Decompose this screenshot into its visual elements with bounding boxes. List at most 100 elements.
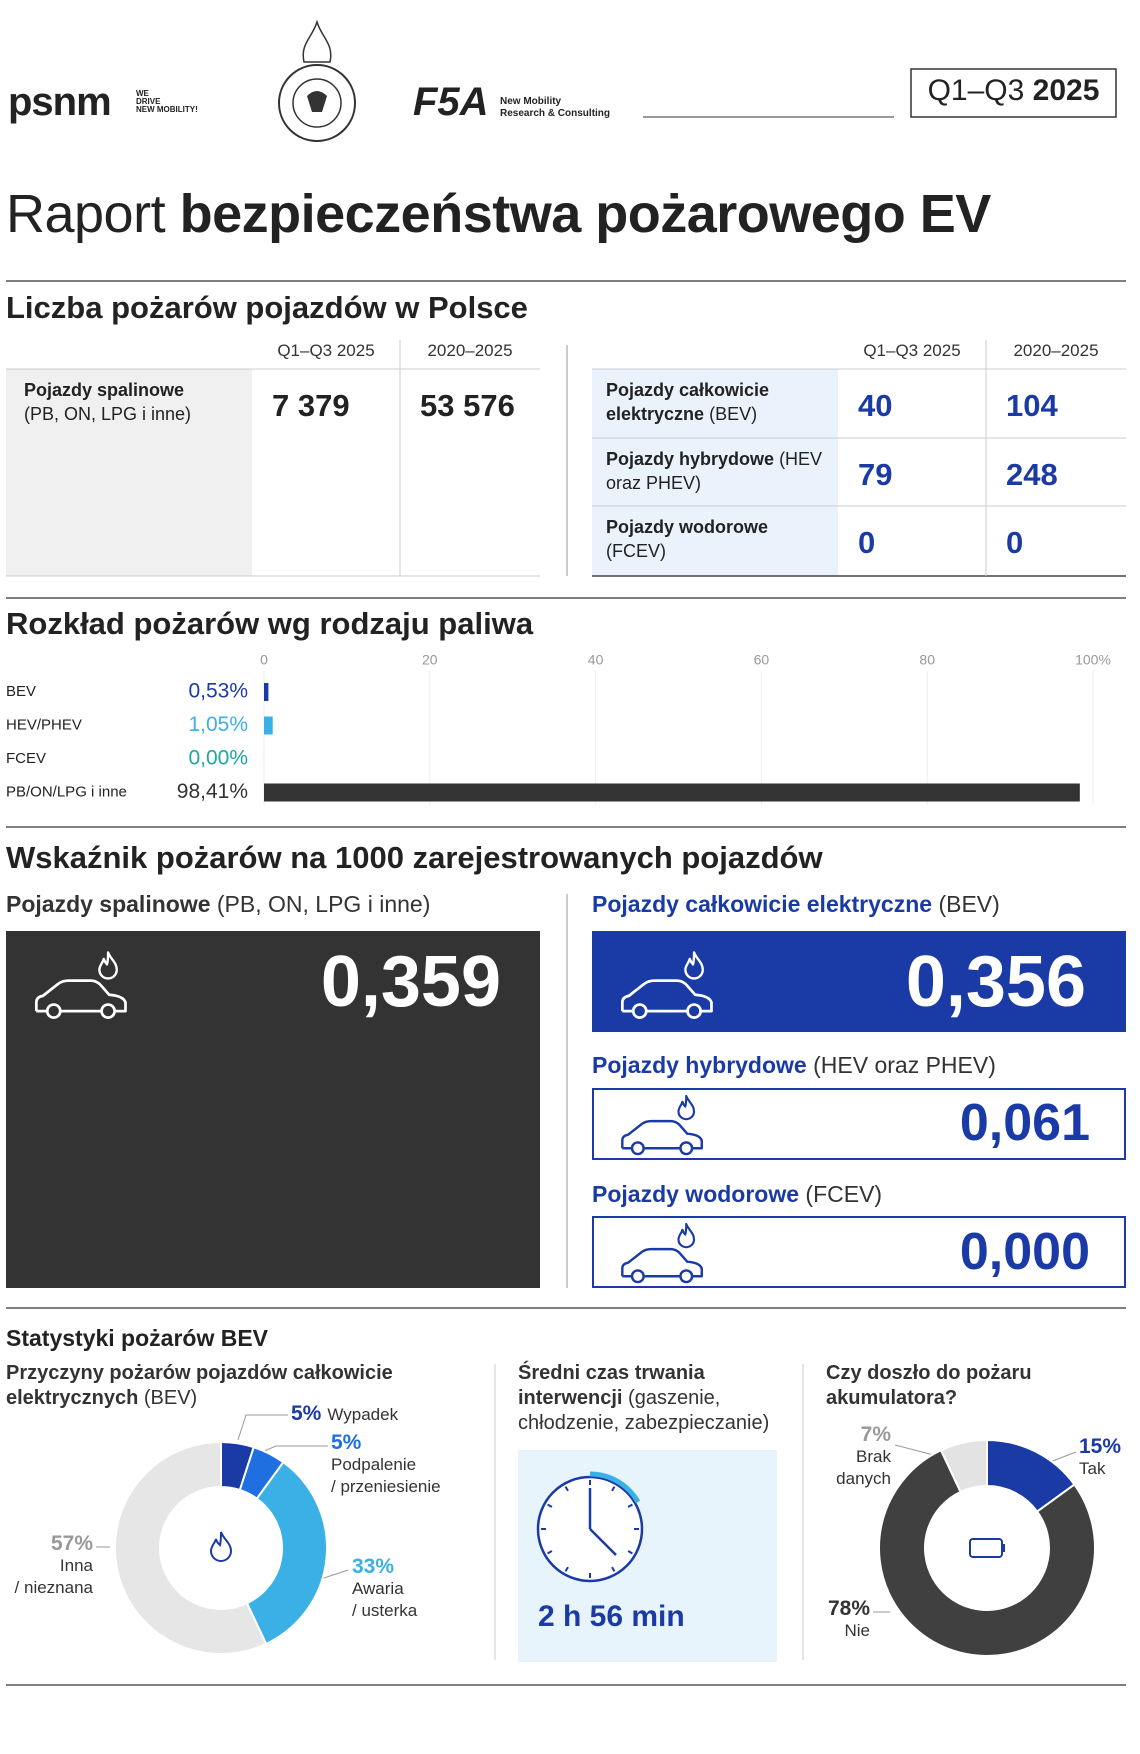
donut-segment — [939, 1438, 988, 1494]
leader — [261, 1445, 328, 1453]
clock-tick — [547, 1503, 553, 1508]
period-range: Q1–Q3 — [927, 74, 1025, 107]
bar — [264, 716, 273, 735]
clock-tick — [564, 1566, 569, 1572]
bar — [264, 683, 269, 701]
rate-label: Pojazdy całkowicie elektryczne (BEV) — [592, 891, 1000, 918]
table-label-bg — [592, 369, 838, 576]
donut-title: Przyczyny pożarów pojazdów całkowicie el… — [6, 1362, 393, 1409]
row-label: Pojazdy spalinowe (PB, ON, LPG i inne) — [24, 378, 244, 426]
table-label-bg — [6, 369, 252, 576]
emblem — [278, 64, 356, 142]
column-header: Q1–Q3 2025 — [277, 341, 375, 360]
rate-label: Pojazdy wodorowe (FCEV) — [592, 1181, 882, 1208]
row-label: Pojazdy całkowicie elektryczne (BEV) — [606, 378, 826, 426]
rate-detail: (FCEV) — [805, 1181, 883, 1207]
section-heading: Wskaźnik pożarów na 1000 zarejestrowanyc… — [6, 840, 823, 875]
clock-tick — [611, 1566, 616, 1572]
emblem — [292, 78, 342, 128]
clock-hand — [589, 1528, 617, 1556]
rate-name: Pojazdy wodorowe — [592, 1181, 800, 1207]
donut-category: Awaria / usterka — [352, 1579, 418, 1620]
donut-category: Nie — [844, 1621, 870, 1640]
donut-category: Tak — [1079, 1459, 1106, 1478]
clock-tick — [564, 1486, 569, 1492]
flame-icon — [209, 1531, 233, 1562]
donut-label: 7% Brak danych — [836, 1424, 891, 1490]
value-label: 98,41% — [177, 780, 248, 803]
rate-name: Pojazdy całkowicie elektryczne — [592, 891, 933, 917]
rate-box — [592, 1088, 1126, 1160]
donut-value-label: 57% — [50, 1532, 93, 1555]
cell: 0 — [858, 525, 876, 560]
row-label: Pojazdy hybrydowe (HEV oraz PHEV) — [606, 447, 826, 495]
rate-detail: (PB, ON, LPG i inne) — [216, 891, 431, 917]
rate-value: 0,359 — [320, 942, 501, 1022]
category-label: PB/ON/LPG i inne — [6, 783, 127, 800]
battery-icon — [969, 1538, 1003, 1558]
rate-value: 0,061 — [959, 1094, 1090, 1152]
column-header: 2020–2025 — [1013, 341, 1099, 360]
category-label: FCEV — [6, 750, 46, 767]
donut-value-label: 15% — [1079, 1435, 1122, 1458]
period: Q1–Q3 2025 — [911, 74, 1116, 108]
rate-value: 0,356 — [905, 942, 1086, 1022]
column-header: Q1–Q3 2025 — [863, 341, 961, 360]
section-heading: Liczba pożarów pojazdów w Polsce — [6, 290, 528, 325]
value-label: 0,00% — [188, 747, 248, 770]
clock-tick — [627, 1550, 633, 1555]
x-tick-label: 100% — [1075, 652, 1111, 668]
donut-value-label: 5% — [331, 1431, 362, 1454]
cell: 79 — [858, 457, 893, 492]
donut-label: 78% Nie — [828, 1598, 870, 1642]
donut-segment — [114, 1440, 268, 1655]
period-box — [910, 68, 1117, 118]
donut-label: 5% Podpalenie / przeniesienie — [331, 1432, 441, 1498]
row-detail: (BEV) — [709, 404, 758, 424]
rate-detail: (BEV) — [938, 891, 1000, 917]
value-label: 0,53% — [188, 680, 248, 703]
donut-segment — [878, 1448, 1096, 1657]
donut-value-label: 33% — [352, 1555, 395, 1578]
x-tick-label: 80 — [919, 652, 935, 668]
x-tick-label: 0 — [260, 652, 268, 668]
donut-value-label: 7% — [860, 1423, 891, 1446]
chart-title: Przyczyny pożarów pojazdów całkowicie el… — [6, 1361, 476, 1411]
page-title: Raport bezpieczeństwa pożarowego EV — [6, 183, 991, 245]
category-label: HEV/PHEV — [6, 716, 82, 733]
duration-title: Średni czas trwania interwencji (gaszeni… — [518, 1361, 788, 1436]
cell: 0 — [1006, 525, 1024, 560]
value-label: 1,05% — [188, 713, 248, 736]
row-detail: (PB, ON, LPG i inne) — [24, 404, 192, 424]
duration-detail: (gaszenie, chłodzenie, zabezpieczanie) — [518, 1387, 770, 1434]
clock-tick — [627, 1503, 633, 1508]
cell: 53 576 — [420, 388, 515, 423]
rate-box — [6, 931, 540, 1288]
emblem — [302, 19, 332, 63]
row-name: Pojazdy całkowicie elektryczne — [606, 380, 770, 424]
duration-value: 2 h 56 min — [538, 1600, 685, 1633]
row-name: Pojazdy hybrydowe — [606, 449, 775, 469]
period-year: 2025 — [1032, 74, 1100, 107]
emblem — [307, 91, 327, 112]
category-label: BEV — [6, 683, 36, 700]
donut-value-label: 78% — [827, 1597, 870, 1620]
clock-tick — [611, 1486, 616, 1492]
donut-category: Brak danych — [836, 1447, 891, 1488]
cell: 248 — [1006, 457, 1058, 492]
battery-icon — [1002, 1544, 1005, 1552]
clock-tick — [547, 1550, 553, 1555]
leader — [1049, 1451, 1077, 1463]
donut-label: 15% Tak — [1079, 1436, 1121, 1480]
title-light: Raport — [6, 184, 166, 244]
rate-value: 0,000 — [959, 1223, 1090, 1281]
donut-segment — [245, 1460, 328, 1646]
rate-detail: (HEV oraz PHEV) — [813, 1052, 996, 1078]
car-icon — [621, 1222, 703, 1284]
donut-title: Czy doszło do pożaru akumulatora? — [826, 1362, 1032, 1409]
rate-label: Pojazdy spalinowe (PB, ON, LPG i inne) — [6, 891, 430, 918]
donut-value-label: 5% — [291, 1402, 322, 1425]
chart-title: Czy doszło do pożaru akumulatora? — [826, 1361, 1106, 1411]
